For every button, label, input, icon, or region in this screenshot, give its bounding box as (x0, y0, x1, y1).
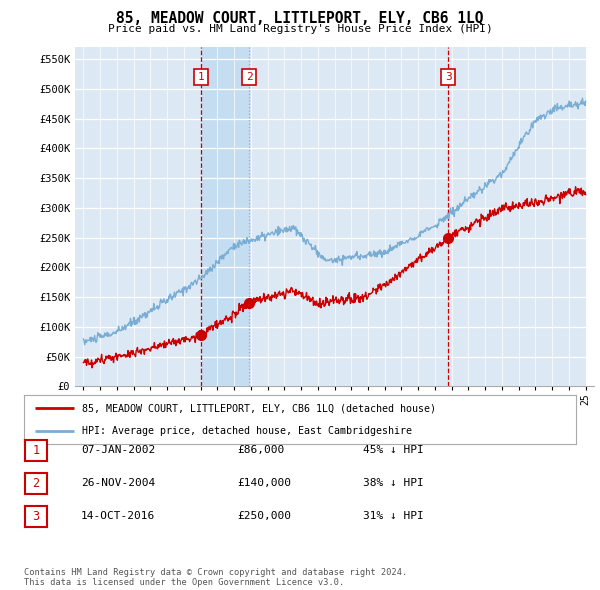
Text: 07-JAN-2002: 07-JAN-2002 (81, 445, 155, 455)
Text: £86,000: £86,000 (237, 445, 284, 455)
Text: 2: 2 (32, 477, 40, 490)
Text: 85, MEADOW COURT, LITTLEPORT, ELY, CB6 1LQ: 85, MEADOW COURT, LITTLEPORT, ELY, CB6 1… (116, 11, 484, 25)
Bar (201, 47, 249, 386)
Text: 1: 1 (32, 444, 40, 457)
Text: 3: 3 (445, 72, 452, 82)
Text: 85, MEADOW COURT, LITTLEPORT, ELY, CB6 1LQ (detached house): 85, MEADOW COURT, LITTLEPORT, ELY, CB6 1… (82, 404, 436, 414)
Text: 26-NOV-2004: 26-NOV-2004 (81, 478, 155, 488)
Text: 45% ↓ HPI: 45% ↓ HPI (363, 445, 424, 455)
Text: HPI: Average price, detached house, East Cambridgeshire: HPI: Average price, detached house, East… (82, 425, 412, 435)
Text: 2: 2 (246, 72, 253, 82)
Text: 14-OCT-2016: 14-OCT-2016 (81, 512, 155, 521)
Text: Price paid vs. HM Land Registry's House Price Index (HPI): Price paid vs. HM Land Registry's House … (107, 24, 493, 34)
Text: Contains HM Land Registry data © Crown copyright and database right 2024.
This d: Contains HM Land Registry data © Crown c… (24, 568, 407, 587)
Text: 31% ↓ HPI: 31% ↓ HPI (363, 512, 424, 521)
Text: 3: 3 (32, 510, 40, 523)
Bar (586, 47, 594, 386)
Text: £140,000: £140,000 (237, 478, 291, 488)
Text: £250,000: £250,000 (237, 512, 291, 521)
Text: 1: 1 (197, 72, 205, 82)
Text: 38% ↓ HPI: 38% ↓ HPI (363, 478, 424, 488)
